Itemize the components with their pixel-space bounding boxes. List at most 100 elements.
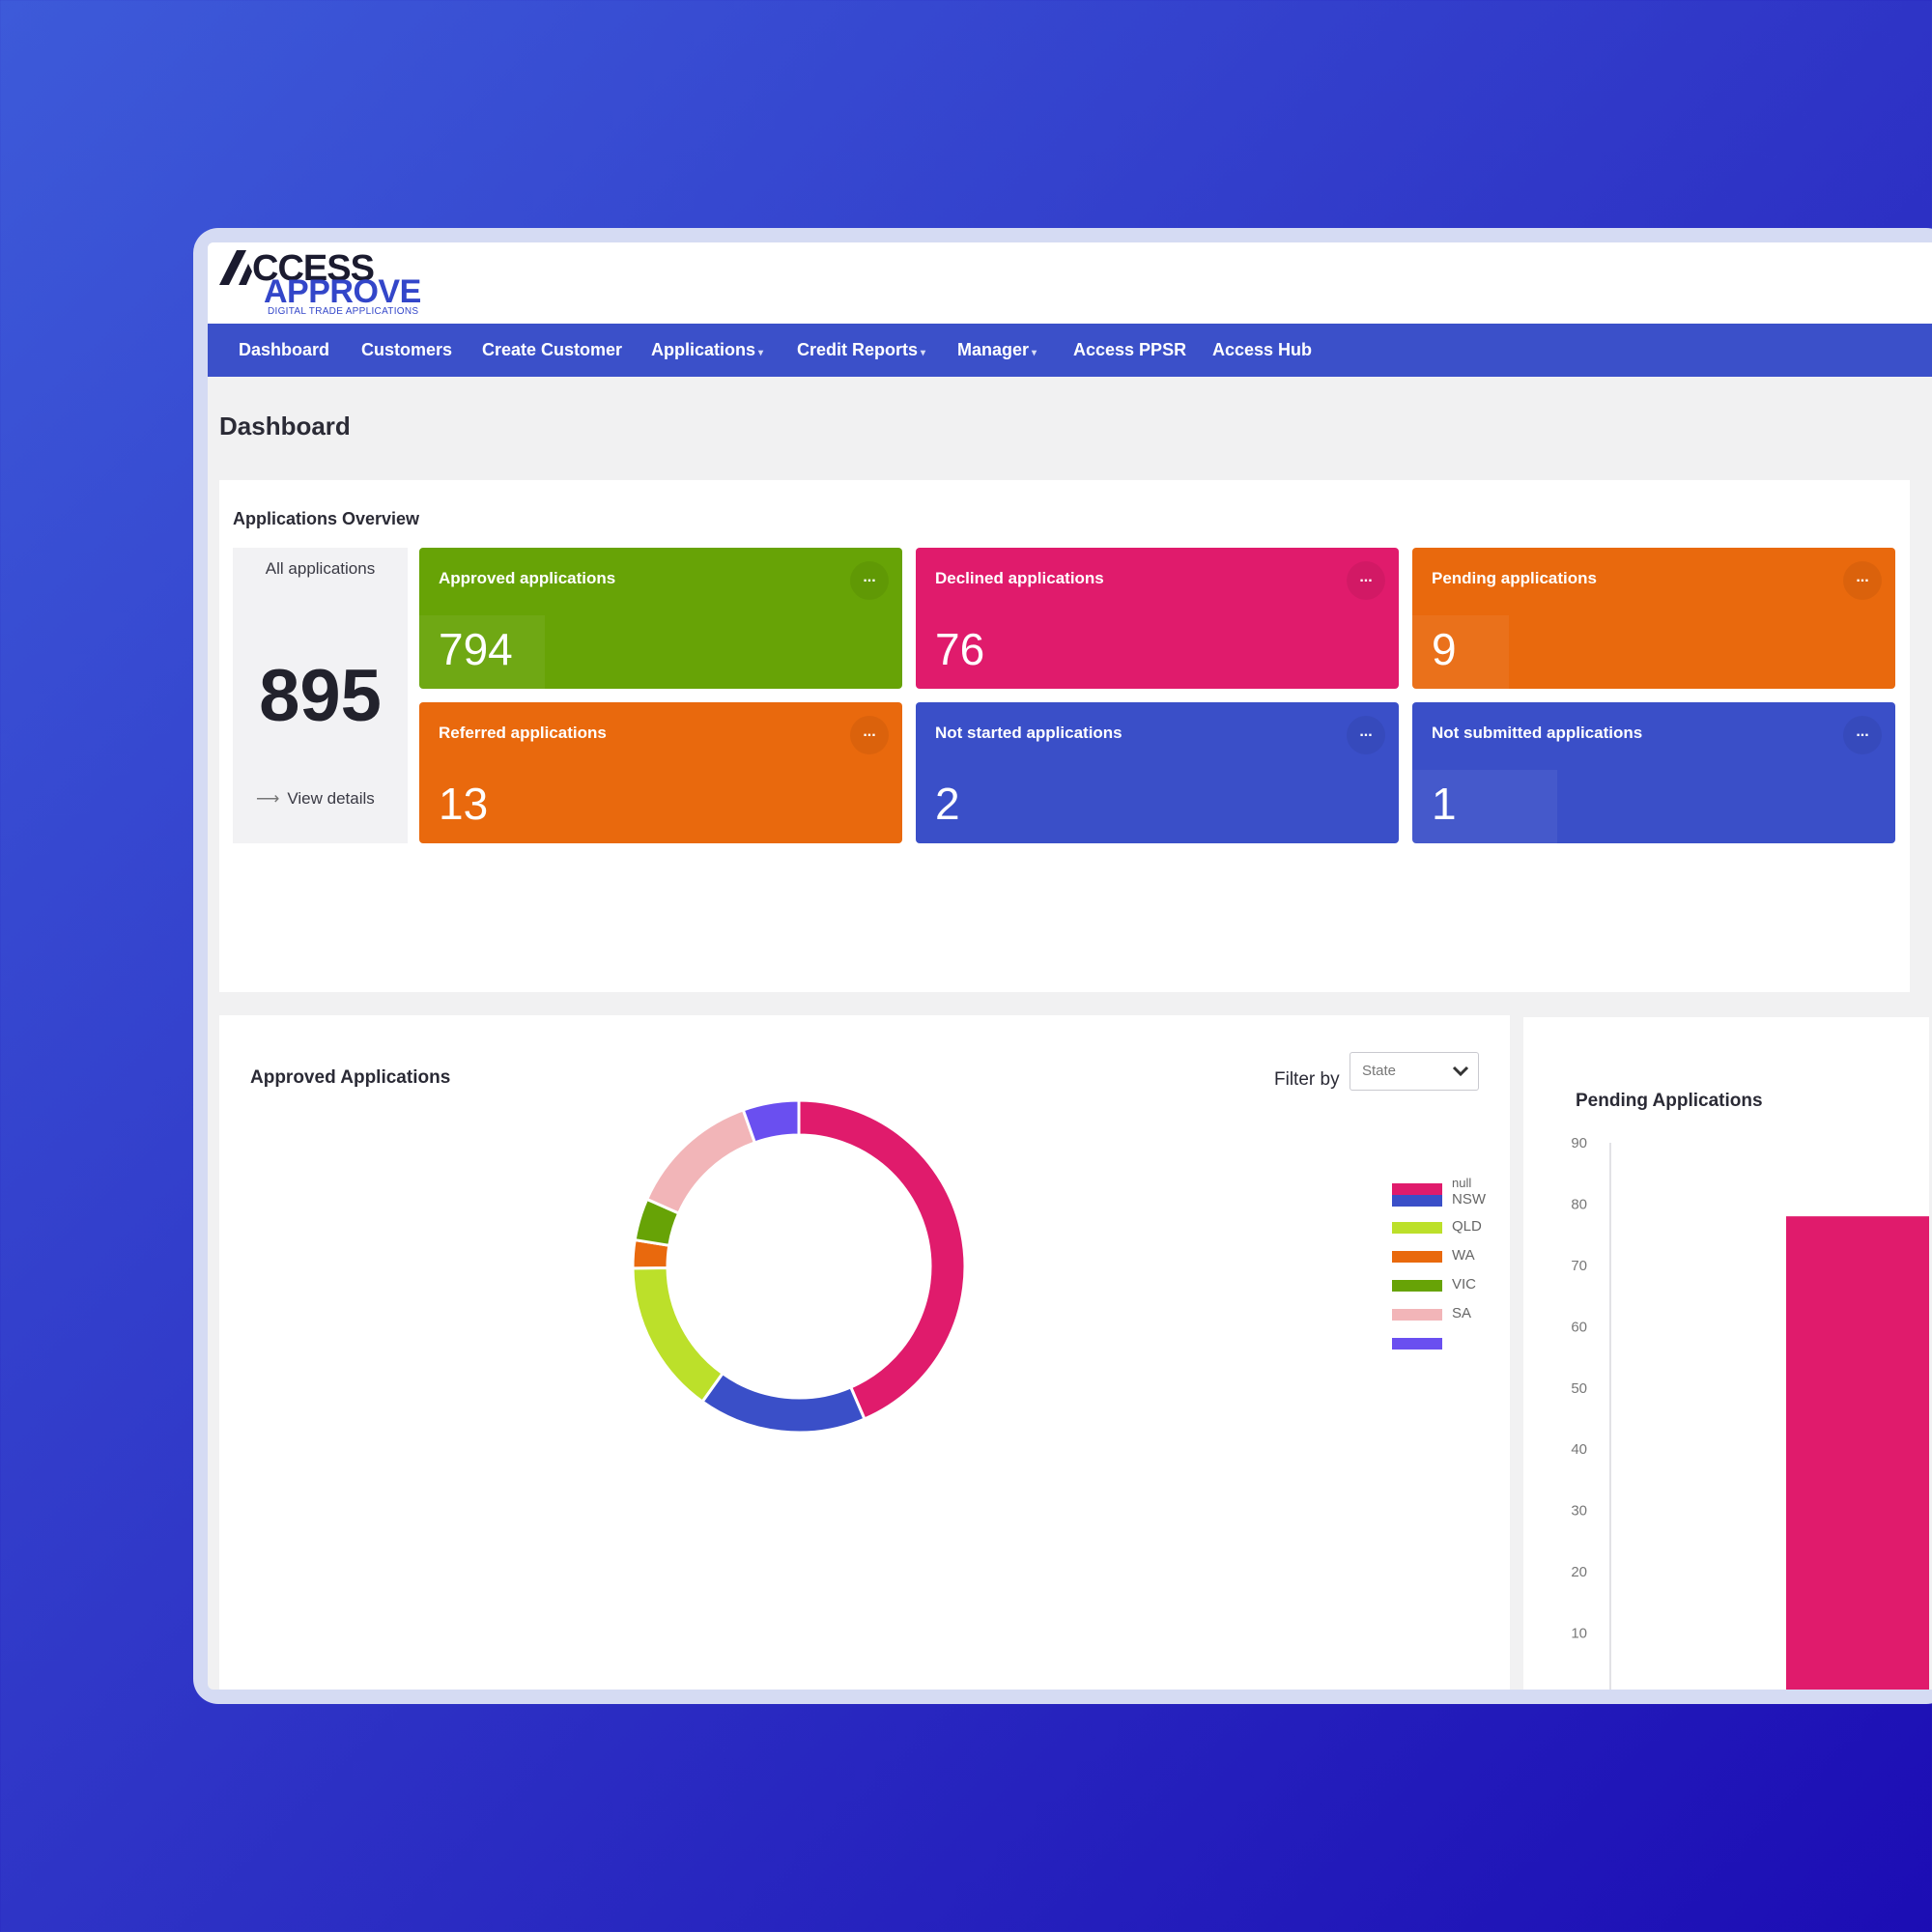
card-label: Not submitted applications xyxy=(1432,724,1643,742)
nav-item-access-ppsr[interactable]: Access PPSR xyxy=(1073,324,1186,377)
all-applications-label: All applications xyxy=(265,559,376,578)
legend-item[interactable]: WA xyxy=(1392,1247,1498,1266)
browser-frame: CCESS APPROVE DIGITAL TRADE APPLICATIONS… xyxy=(193,228,1932,1704)
not-started-applications-card[interactable]: Not started applications 2 ... xyxy=(916,702,1399,843)
overview-title: Applications Overview xyxy=(233,509,420,528)
nav-item-label: Applications xyxy=(651,340,756,359)
pending-bar-chart: 10 20 30 40 50 60 70 80 90 xyxy=(1571,1135,1929,1690)
arrow-right-icon: ⟶ xyxy=(256,789,280,808)
nav-item-label: Credit Reports xyxy=(797,340,919,359)
approved-chart-title: Approved Applications xyxy=(250,1067,451,1088)
main-nav: Dashboard Customers Create Customer Appl… xyxy=(208,324,1932,377)
nav-item-label: Access PPSR xyxy=(1073,340,1187,359)
legend-label: NSW xyxy=(1452,1191,1486,1208)
brand-logo[interactable]: CCESS APPROVE DIGITAL TRADE APPLICATIONS xyxy=(213,244,445,322)
logo-bottom-text: APPROVE xyxy=(264,273,421,310)
y-tick-label: 50 xyxy=(1571,1380,1587,1397)
state-filter-select[interactable]: State xyxy=(1350,1052,1479,1091)
page-title: Dashboard xyxy=(219,412,351,440)
y-tick-label: 30 xyxy=(1571,1503,1587,1520)
app-header: CCESS APPROVE DIGITAL TRADE APPLICATIONS xyxy=(208,242,1932,324)
all-applications-card: All applications 895 ⟶ View details xyxy=(233,548,408,843)
y-tick-label: 20 xyxy=(1571,1564,1587,1580)
referred-applications-card[interactable]: Referred applications 13 ... xyxy=(419,702,902,843)
nav-item-label: Create Customer xyxy=(482,340,623,359)
legend-label: WA xyxy=(1452,1247,1475,1264)
card-label: Not started applications xyxy=(935,724,1122,742)
pending-bar[interactable] xyxy=(1786,1216,1929,1690)
more-options-button[interactable]: ... xyxy=(1347,716,1385,754)
logo-slash-icon xyxy=(219,250,252,285)
nav-item-applications[interactable]: Applications ▾ xyxy=(651,324,763,377)
filter-by-label: Filter by xyxy=(1274,1069,1340,1090)
legend-item[interactable]: SA xyxy=(1392,1305,1498,1324)
pending-applications-card[interactable]: Pending applications 9 ... xyxy=(1412,548,1895,689)
card-value: 9 xyxy=(1432,624,1457,674)
nav-item-manager[interactable]: Manager ▾ xyxy=(957,324,1037,377)
nav-item-label: Manager xyxy=(957,340,1030,359)
caret-down-icon: ▾ xyxy=(758,348,764,358)
donut-slice-sa[interactable] xyxy=(644,1108,757,1215)
legend-label: null xyxy=(1452,1176,1472,1190)
card-value: 2 xyxy=(935,779,960,829)
logo-top-text: CCESS xyxy=(252,248,375,289)
donut-slice-qld[interactable] xyxy=(631,1265,725,1405)
card-value: 1 xyxy=(1432,779,1457,829)
legend-swatch xyxy=(1392,1222,1442,1234)
nav-item-label: Customers xyxy=(361,340,453,359)
nav-item-label: Access Hub xyxy=(1212,340,1313,359)
card-label: Referred applications xyxy=(439,724,607,742)
nav-item-label: Dashboard xyxy=(239,340,330,359)
chevron-down-icon xyxy=(1452,1065,1469,1077)
legend-item[interactable]: QLD xyxy=(1392,1218,1498,1237)
approved-applications-panel: Approved Applications Filter by State nu… xyxy=(219,1015,1510,1690)
card-shade xyxy=(1412,615,1509,689)
not-submitted-applications-card[interactable]: Not submitted applications 1 ... xyxy=(1412,702,1895,843)
all-applications-count: 895 xyxy=(259,655,382,737)
nav-item-credit-reports[interactable]: Credit Reports ▾ xyxy=(797,324,925,377)
approved-donut-chart xyxy=(631,1098,967,1435)
caret-down-icon: ▾ xyxy=(921,348,926,358)
legend-label: QLD xyxy=(1452,1218,1482,1235)
card-label: Approved applications xyxy=(439,569,616,587)
legend-swatch xyxy=(1392,1183,1442,1195)
applications-overview-panel: Applications Overview All applications 8… xyxy=(219,480,1910,992)
logo-tagline: DIGITAL TRADE APPLICATIONS xyxy=(268,306,419,317)
more-options-button[interactable]: ... xyxy=(1843,716,1882,754)
more-options-button[interactable]: ... xyxy=(1347,561,1385,600)
legend-swatch xyxy=(1392,1251,1442,1263)
y-tick-label: 70 xyxy=(1571,1258,1587,1274)
nav-item-customers[interactable]: Customers xyxy=(361,324,452,377)
card-value: 13 xyxy=(439,779,489,829)
y-tick-label: 10 xyxy=(1571,1626,1587,1642)
card-shade xyxy=(1412,770,1557,843)
y-tick-label: 90 xyxy=(1571,1135,1587,1151)
donut-slice-nsw[interactable] xyxy=(700,1371,867,1435)
donut-slice-null[interactable] xyxy=(797,1098,967,1421)
y-tick-label: 40 xyxy=(1571,1441,1587,1458)
more-options-button[interactable]: ... xyxy=(850,716,889,754)
card-value: 76 xyxy=(935,624,985,674)
y-tick-label: 60 xyxy=(1571,1319,1587,1335)
legend-swatch xyxy=(1392,1309,1442,1321)
view-details-link[interactable]: ⟶ View details xyxy=(256,789,375,809)
approved-chart-legend: null NSW QLD WA VIC SA xyxy=(1392,1176,1498,1373)
card-shade xyxy=(419,615,545,689)
declined-applications-card[interactable]: Declined applications 76 ... xyxy=(916,548,1399,689)
legend-swatch xyxy=(1392,1338,1442,1350)
y-tick-label: 80 xyxy=(1571,1196,1587,1212)
legend-item[interactable]: VIC xyxy=(1392,1276,1498,1295)
nav-item-access-hub[interactable]: Access Hub xyxy=(1212,324,1312,377)
legend-item[interactable] xyxy=(1392,1334,1498,1353)
more-options-button[interactable]: ... xyxy=(1843,561,1882,600)
nav-item-create-customer[interactable]: Create Customer xyxy=(482,324,622,377)
card-label: Pending applications xyxy=(1432,569,1597,587)
nav-item-dashboard[interactable]: Dashboard xyxy=(239,324,329,377)
donut-slice-unlabeled[interactable] xyxy=(741,1098,801,1145)
more-options-button[interactable]: ... xyxy=(850,561,889,600)
legend-item[interactable]: null xyxy=(1392,1176,1498,1199)
legend-item[interactable]: NSW xyxy=(1392,1191,1498,1210)
approved-applications-card[interactable]: Approved applications 794 ... xyxy=(419,548,902,689)
pending-chart-title: Pending Applications xyxy=(1576,1091,1763,1111)
card-value: 794 xyxy=(439,624,513,674)
